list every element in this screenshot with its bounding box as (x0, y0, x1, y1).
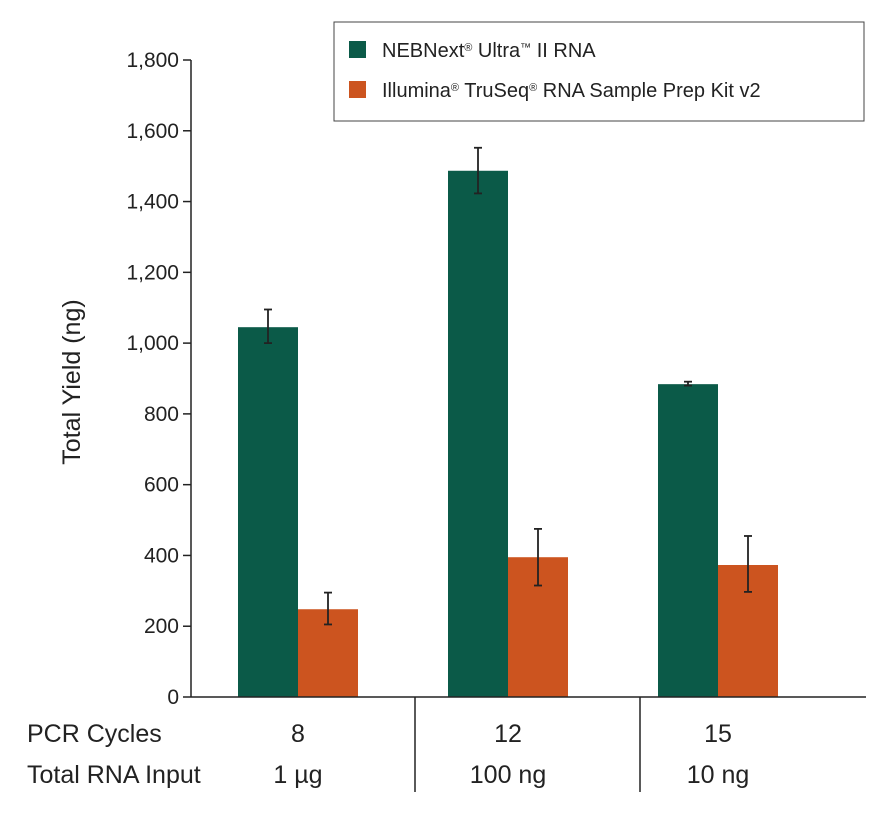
bars (238, 170, 778, 698)
x-axis (191, 696, 866, 792)
category-label: 8 (291, 720, 305, 748)
row-label: Total RNA Input (27, 761, 201, 789)
y-tick-label: 600 (144, 474, 179, 497)
bar (448, 170, 508, 698)
y-tick-label: 1,800 (126, 49, 179, 72)
y-tick-label: 200 (144, 615, 179, 638)
y-tick-label: 1,600 (126, 120, 179, 143)
bar (238, 327, 298, 697)
y-axis-label: Total Yield (ng) (58, 299, 86, 464)
category-label: 10 ng (687, 761, 750, 789)
legend-entry: NEBNext® Ultra™ II RNA (382, 40, 596, 62)
category-rows: PCR Cycles 8 12 15 Total RNA Input 1 µg 100 ng… (27, 720, 749, 789)
y-tick-label: 1,000 (126, 332, 179, 355)
bar (658, 384, 718, 697)
y-tick-label: 0 (167, 686, 179, 709)
category-label: 100 ng (470, 761, 546, 789)
y-tick-label: 800 (144, 403, 179, 426)
legend-swatch (349, 81, 366, 98)
legend-entry: Illumina® TruSeq® RNA Sample Prep Kit v2 (382, 80, 761, 102)
y-tick-label: 1,400 (126, 191, 179, 214)
legend-swatch (349, 41, 366, 58)
category-label: 15 (704, 720, 732, 748)
y-tick-label: 1,200 (126, 261, 179, 284)
row-label: PCR Cycles (27, 720, 162, 748)
error-bars (264, 146, 752, 626)
category-label: 1 µg (273, 761, 322, 789)
y-tick-label: 400 (144, 544, 179, 567)
y-axis: 0 200 400 600 800 1,000 1,200 1,400 1,600 1,800 (126, 49, 192, 709)
legend-box (333, 21, 865, 122)
category-label: 12 (494, 720, 522, 748)
legend: NEBNext® Ultra™ II RNA Illumina® TruSeq® … (333, 21, 865, 122)
